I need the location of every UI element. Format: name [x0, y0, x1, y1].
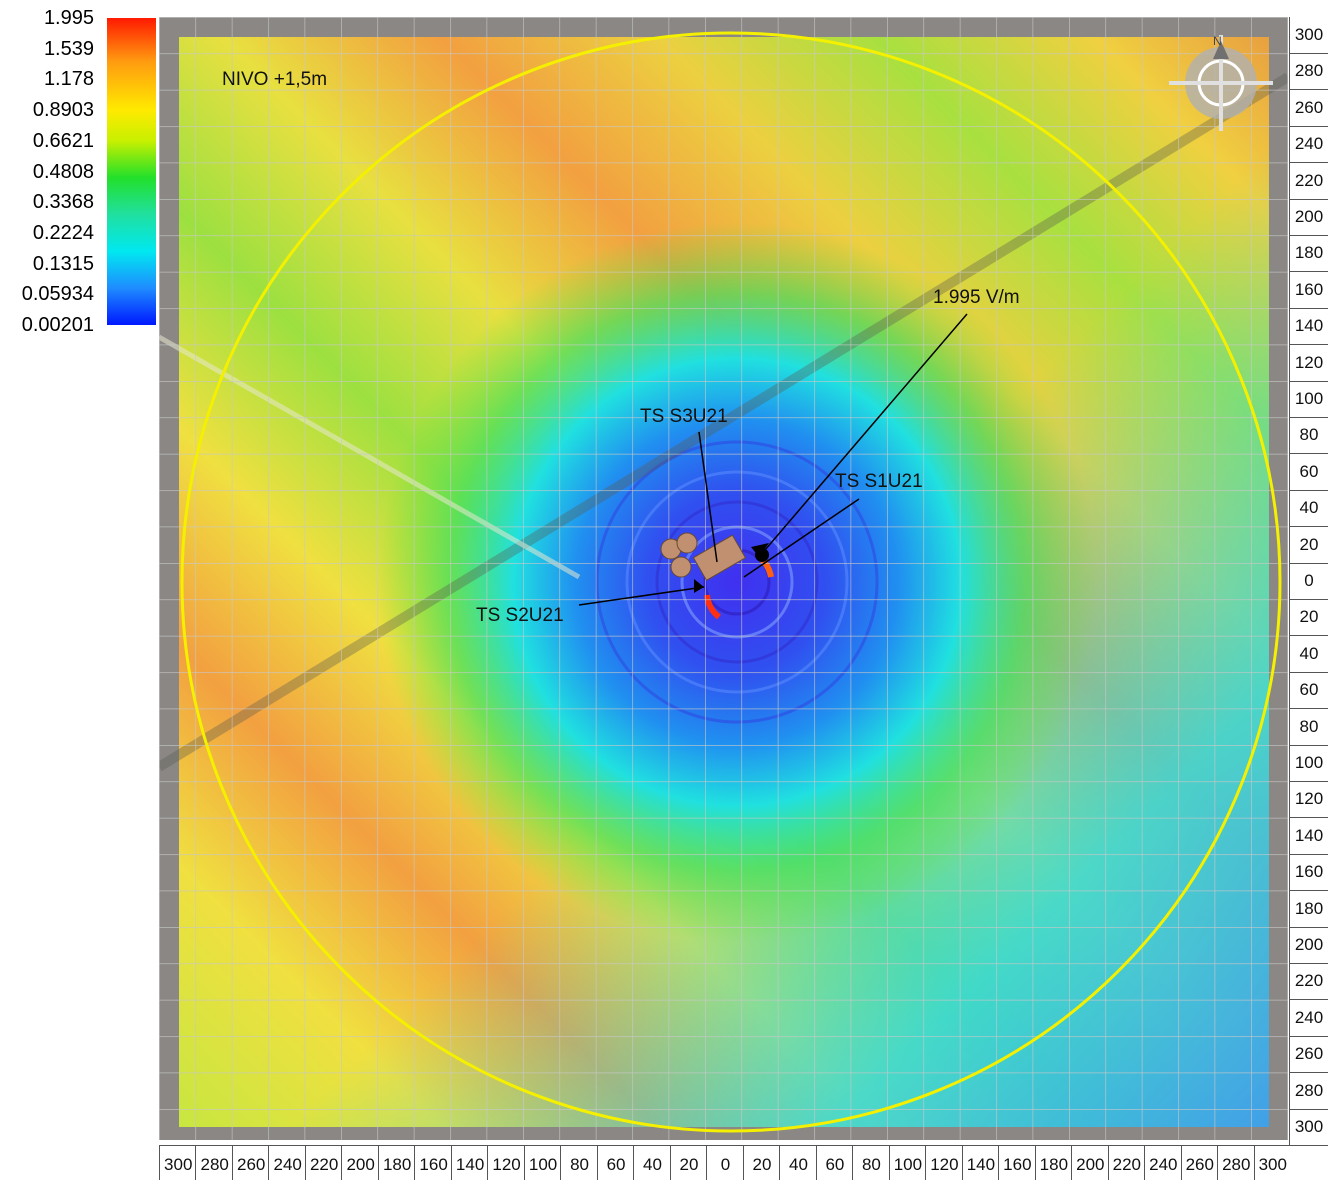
axis-tick-label: 160 [1290, 272, 1328, 309]
source-label-ts-s1u21[interactable]: TS S1U21 [835, 471, 923, 493]
axis-tick-label: 100 [889, 1146, 926, 1180]
axis-tick-label: 80 [852, 1146, 889, 1180]
axis-tick-label: 200 [1290, 927, 1328, 964]
axis-tick-label: 200 [1290, 199, 1328, 236]
compass-north-letter: N [1213, 34, 1222, 48]
legend-value: 0.05934 [22, 284, 94, 304]
axis-tick-label: 80 [560, 1146, 597, 1180]
axis-tick-label: 280 [1217, 1146, 1254, 1180]
axis-tick-label: 180 [1290, 235, 1328, 272]
axis-tick-label: 120 [1290, 781, 1328, 818]
axis-tick-label: 240 [1290, 126, 1328, 163]
legend-value: 0.3368 [33, 192, 94, 212]
axis-tick-label: 40 [1290, 636, 1328, 673]
axis-tick-label: 300 [1254, 1146, 1291, 1180]
heatmap-canvas [159, 17, 1288, 1140]
axis-tick-label: 220 [1290, 163, 1328, 200]
legend-value: 0.4808 [33, 162, 94, 182]
axis-tick-label: 60 [816, 1146, 853, 1180]
axis-tick-label: 220 [1290, 963, 1328, 1000]
legend-value: 1.178 [44, 69, 94, 89]
axis-tick-label: 140 [451, 1146, 488, 1180]
field-strength-map[interactable]: NIVO +1,5m 1.995 V/m TS S3U21 TS S1U21 T… [159, 17, 1288, 1140]
axis-tick-label: 240 [268, 1146, 305, 1180]
legend-value: 0.6621 [33, 131, 94, 151]
legend-value: 1.995 [44, 8, 94, 28]
source-label-ts-s3u21[interactable]: TS S3U21 [640, 406, 728, 428]
axis-tick-label: 120 [925, 1146, 962, 1180]
axis-tick-label: 100 [524, 1146, 561, 1180]
right-distance-axis: 300 280 260 240 220 200 180 160 140 120 100 80 60 40 2… [1289, 17, 1328, 1145]
axis-tick-label: 40 [779, 1146, 816, 1180]
legend-value: 0.8903 [33, 100, 94, 120]
axis-tick-label: 260 [1181, 1146, 1218, 1180]
axis-tick-label: 300 [1290, 17, 1328, 54]
axis-tick-label: 200 [1071, 1146, 1108, 1180]
axis-tick-label: 300 [1290, 1109, 1328, 1146]
axis-tick-label: 220 [1108, 1146, 1145, 1180]
axis-tick-label: 160 [414, 1146, 451, 1180]
axis-tick-label: 160 [1290, 854, 1328, 891]
color-scale-bar [107, 18, 156, 325]
axis-tick-label: 260 [1290, 1036, 1328, 1073]
axis-tick-label: 180 [378, 1146, 415, 1180]
axis-tick-label: 60 [597, 1146, 634, 1180]
legend-value: 0.00201 [22, 315, 94, 335]
axis-tick-label: 220 [305, 1146, 342, 1180]
axis-tick-label: 60 [1290, 454, 1328, 491]
axis-tick-label: 160 [998, 1146, 1035, 1180]
axis-tick-label: 20 [743, 1146, 780, 1180]
axis-tick-label: 100 [1290, 381, 1328, 418]
axis-tick-label: 40 [633, 1146, 670, 1180]
axis-tick-label: 280 [195, 1146, 232, 1180]
axis-tick-label: 280 [1290, 1073, 1328, 1110]
level-label: NIVO +1,5m [222, 69, 327, 91]
source-label-ts-s2u21[interactable]: TS S2U21 [476, 605, 564, 627]
axis-tick-label: 120 [1290, 345, 1328, 382]
axis-tick-label: 80 [1290, 417, 1328, 454]
axis-tick-label: 240 [1144, 1146, 1181, 1180]
axis-tick-label: 280 [1290, 53, 1328, 90]
legend-value: 1.539 [44, 39, 94, 59]
bottom-distance-axis: 300 280 260 240 220 200 180 160 140 120 100 80 60 40 2… [159, 1145, 1290, 1180]
axis-tick-label: 140 [1290, 818, 1328, 855]
axis-tick-label: 100 [1290, 745, 1328, 782]
axis-tick-label: 80 [1290, 709, 1328, 746]
axis-tick-label: 140 [1290, 308, 1328, 345]
axis-tick-label: 240 [1290, 1000, 1328, 1037]
legend-value: 0.2224 [33, 223, 94, 243]
axis-tick-label: 260 [1290, 90, 1328, 127]
axis-tick-label: 180 [1035, 1146, 1072, 1180]
axis-tick-label: 0 [1290, 563, 1328, 600]
axis-tick-label: 20 [1290, 527, 1328, 564]
axis-tick-label: 40 [1290, 490, 1328, 527]
axis-tick-label: 20 [1290, 599, 1328, 636]
legend-value: 0.1315 [33, 254, 94, 274]
axis-tick-label: 200 [341, 1146, 378, 1180]
axis-tick-label: 60 [1290, 672, 1328, 709]
axis-tick-label: 0 [706, 1146, 743, 1180]
axis-tick-label: 180 [1290, 891, 1328, 928]
axis-tick-label: 20 [670, 1146, 707, 1180]
max-value-label: 1.995 V/m [933, 287, 1020, 309]
axis-tick-label: 260 [232, 1146, 269, 1180]
axis-tick-label: 140 [962, 1146, 999, 1180]
axis-tick-label: 300 [159, 1146, 196, 1180]
axis-tick-label: 120 [487, 1146, 524, 1180]
